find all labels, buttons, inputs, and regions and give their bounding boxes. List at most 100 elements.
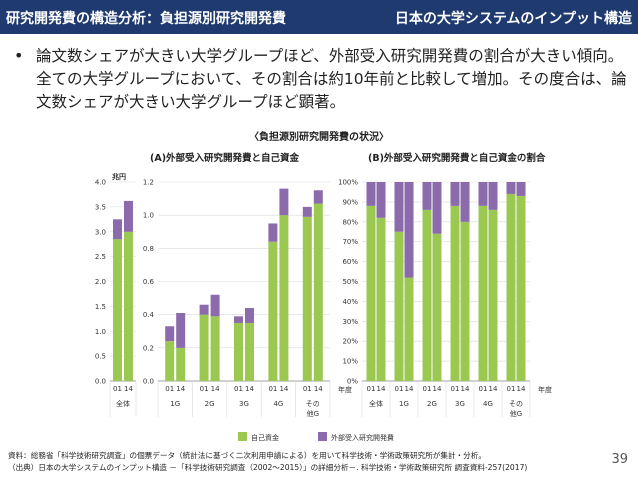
chart-a-groups-bar-self [199, 314, 209, 381]
chart-b-ytick-label: 60% [342, 258, 358, 266]
chart-a-title: (A)外部受入研究開発費と自己資金 [150, 153, 300, 164]
footnote-source: 資料：総務省「科学技術研究調査」の個票データ（統計法に基づく二次利用申請による）… [8, 451, 486, 460]
chart-b-bar-external [366, 182, 376, 206]
chart-a-groups-ytick-label: 0.4 [143, 311, 155, 319]
chart-a-total-bar-external [113, 219, 122, 240]
chart-b-bar-external [450, 182, 460, 206]
chart-a-groups-xtick-label: 01 [303, 385, 312, 393]
chart-b-xtick-label: 01 [479, 385, 488, 393]
chart-b-bar-external [394, 182, 404, 232]
chart-b-group-label: 4G [483, 400, 493, 408]
chart-b-ytick-label: 0% [347, 378, 358, 386]
chart-b-bar-external [422, 182, 432, 210]
chart-a-groups-group-label: 1G [170, 400, 180, 408]
chart-a-total-ytick-label: 1.0 [95, 328, 106, 336]
chart-b-ytick-label: 80% [342, 218, 358, 226]
chart-a-groups-bar-external [234, 316, 243, 323]
chart-b-bar-external [506, 182, 516, 194]
chart-a-total-ytick-label: 0.0 [95, 378, 106, 386]
chart-b-ytick-label: 100% [338, 179, 358, 187]
chart-a-groups-ytick-label: 1.2 [143, 179, 154, 187]
chart-a-groups-bar-self [165, 341, 175, 381]
chart-a-groups-ytick-label: 0.6 [143, 278, 155, 286]
chart-b-xtick-label: 01 [395, 385, 404, 393]
chart-a-total-ytick-label: 3.5 [95, 203, 106, 211]
chart-a-groups-bar-self [176, 347, 186, 381]
chart-a-total-ytick-label: 0.5 [95, 353, 106, 361]
chart-a-groups-bar-self [234, 322, 243, 381]
chart-a-groups-bar-self [313, 203, 323, 381]
chart-a-groups-ytick-label: 1.0 [143, 212, 154, 220]
chart-a-groups-bar-external [268, 223, 278, 242]
legend-external-label: 外部受入研究開発費 [331, 433, 394, 442]
chart-b-xtick-label: 14 [377, 385, 386, 393]
chart-a-groups-xtick-label: 14 [176, 385, 185, 393]
chart-a-total-bar-self [113, 239, 122, 381]
legend-external-swatch [318, 432, 327, 441]
chart-b-ytick-label: 90% [342, 198, 358, 206]
chart-b-xtick-label: 01 [507, 385, 516, 393]
chart-b-bar-self [450, 205, 460, 381]
chart-b-xlabel: 年度 [538, 385, 552, 394]
chart-b-ytick-label: 30% [342, 318, 358, 326]
chart-b-group-label: 1G [399, 400, 409, 408]
chart-a-total-bar-external [124, 200, 133, 232]
chart-b-bar-self [488, 209, 498, 381]
chart-a-groups-xtick-label: 14 [211, 385, 220, 393]
chart-a-groups-xtick-label: 01 [200, 385, 209, 393]
chart-b-bar-self [432, 233, 442, 381]
chart-a-total-ytick-label: 2.0 [95, 278, 106, 286]
chart-b-bar-external [404, 182, 414, 278]
chart-a-groups-xtick-label: 14 [245, 385, 254, 393]
slide-title: 研究開発費の構造分析：負担源別研究開発費 [6, 11, 286, 27]
chart-b-ytick-label: 40% [342, 298, 358, 306]
chart-a-groups-bar-external [210, 294, 220, 317]
chart-b-group-label: その [509, 400, 523, 408]
chart-a-groups-xtick-label: 01 [165, 385, 174, 393]
chart-b-bar-external [478, 182, 488, 206]
chart-b-bar-external [488, 182, 498, 210]
chart-a-groups-group-label: 3G [239, 400, 249, 408]
chart-a-total-ytick-label: 3.0 [95, 228, 106, 236]
chart-b-bar-self [422, 209, 432, 381]
header-bar: 研究開発費の構造分析：負担源別研究開発費 日本の大学システムのインプット構造 [0, 0, 638, 34]
chart-b-bar-external [432, 182, 442, 234]
chart-a-total-unit-label: 兆円 [112, 172, 126, 181]
chart-b-xtick-label: 01 [367, 385, 376, 393]
charts-section-title: 〈負担源別研究開発費の状況〉 [249, 132, 389, 143]
chart-a-groups-bar-external [176, 313, 186, 348]
chart-a-total-xtick-label: 14 [124, 385, 133, 393]
chart-b-bar-self [376, 217, 386, 381]
chart-b-bar-external [516, 182, 526, 196]
chart-a-groups-bar-self [245, 322, 254, 381]
chart-b-group-label: 3G [455, 400, 465, 408]
chart-a-groups-group-label: 2G [205, 400, 215, 408]
chart-a-groups-bar-external [279, 188, 289, 216]
chart-a-groups-bar-self [302, 216, 312, 381]
chart-a-groups-bar-self [268, 241, 278, 381]
chart-b-bar-self [516, 195, 526, 381]
chart-a-total-ytick-label: 1.5 [95, 303, 106, 311]
chart-a-groups-bar-self [210, 316, 220, 381]
chart-b-bar-self [366, 205, 376, 381]
bullet-marker: • [14, 46, 24, 65]
chart-b-xtick-label: 14 [489, 385, 498, 393]
legend-self-swatch [238, 432, 247, 441]
chart-b-ytick-label: 50% [342, 278, 358, 286]
chart-a-groups-bar-self [279, 215, 289, 381]
chart-a-groups-group-label: 4G [273, 400, 283, 408]
chart-a-groups-xtick-label: 01 [268, 385, 277, 393]
chart-a-total-bar-self [124, 231, 133, 381]
chart-b-ytick-label: 70% [342, 238, 358, 246]
chart-b-bar-self [478, 205, 488, 381]
chart-a-groups-group-label: その [306, 400, 320, 408]
chart-b-ytick-label: 20% [342, 338, 358, 346]
chart-b-xtick-label: 14 [405, 385, 414, 393]
bullet-text: 論文数シェアが大きい大学グループほど、外部受入研究開発費の割合が大きい傾向。全て… [36, 47, 627, 111]
chart-b-bar-external [376, 182, 386, 218]
chart-a-total-group-label: 全体 [116, 399, 130, 408]
chart-b-group-label: 2G [427, 400, 437, 408]
chart-b-xtick-label: 01 [451, 385, 460, 393]
page-number: 39 [611, 452, 628, 467]
